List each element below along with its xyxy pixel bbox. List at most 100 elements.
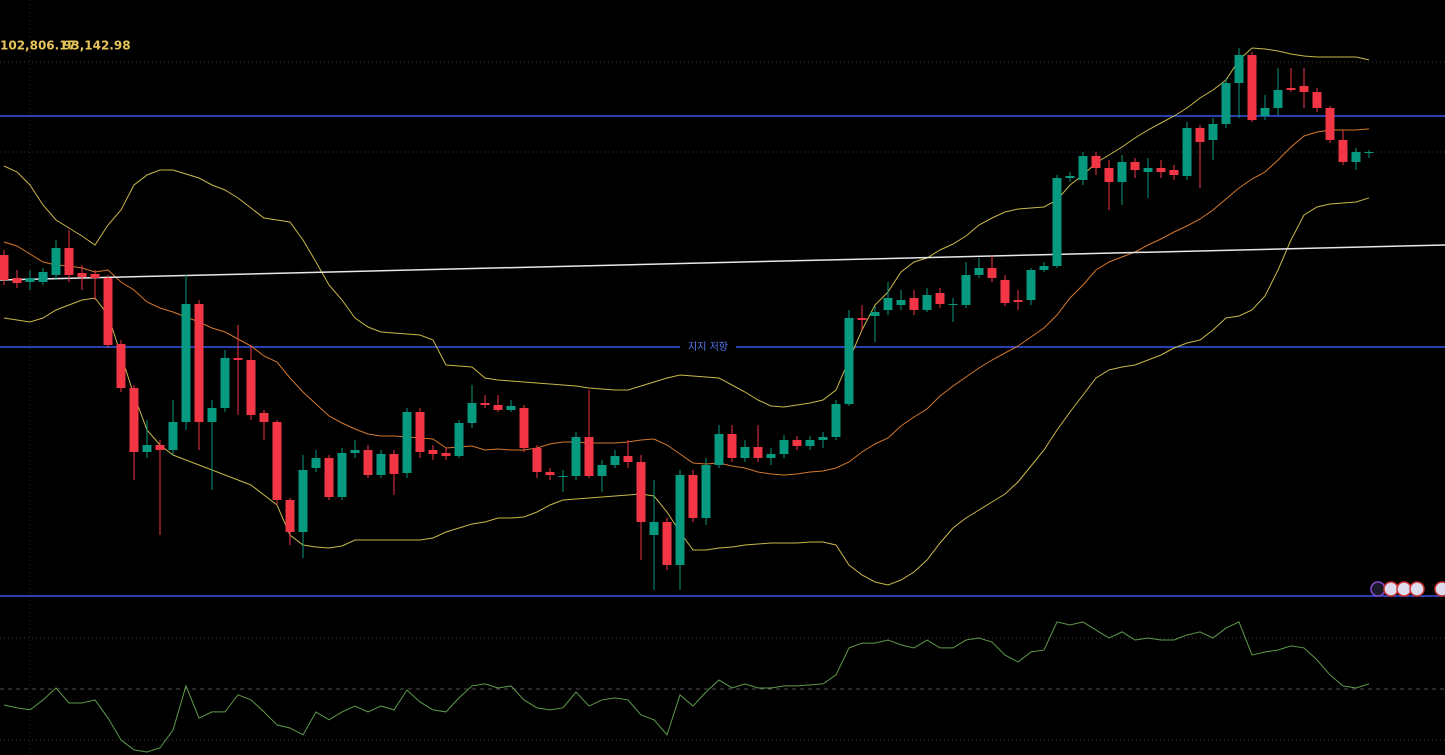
candle-body [1299, 86, 1309, 92]
candle-body [987, 268, 997, 278]
rsi-pane [0, 621, 1445, 753]
candle-body [948, 304, 958, 305]
candle-body [311, 458, 321, 468]
candle-body [25, 278, 35, 282]
candle-body [1065, 176, 1075, 178]
candle-body [727, 434, 737, 458]
trendline [0, 244, 1445, 281]
candle-body [1130, 162, 1140, 170]
candle-body [337, 453, 347, 497]
bb-lower [3, 197, 1370, 586]
candle-body [558, 476, 568, 477]
candle-body [961, 275, 971, 305]
candle-body [480, 403, 490, 405]
candle-body [909, 298, 919, 310]
event-icon[interactable] [1434, 581, 1445, 597]
candle-body [584, 437, 594, 476]
candle-body [1260, 108, 1270, 116]
candle-body [246, 360, 256, 415]
candle-body [12, 278, 22, 283]
candle-body [272, 422, 282, 500]
event-icon[interactable] [1383, 581, 1399, 597]
event-icons [1370, 581, 1445, 597]
candle-body [623, 456, 633, 462]
candle-body [1273, 90, 1283, 108]
event-icon[interactable] [1370, 581, 1386, 597]
candle-body [519, 408, 529, 448]
price-pane: 지지 저항 [0, 47, 1445, 597]
candle-body [831, 404, 841, 437]
candle-body [1325, 108, 1335, 140]
candle-body [298, 470, 308, 532]
legend-upper: 102,806.17 [0, 39, 76, 53]
candle-body [545, 472, 555, 475]
candle-body [662, 522, 672, 565]
candle-body [38, 272, 48, 282]
candle-body [896, 300, 906, 305]
candle-body [415, 412, 425, 452]
candle-body [701, 465, 711, 518]
candle-body [844, 318, 854, 404]
candle-body [792, 440, 802, 446]
candle-body [1247, 55, 1257, 120]
candle-body [1039, 266, 1049, 270]
candle-body [1312, 92, 1322, 108]
candle-body [103, 278, 113, 345]
candle-body [402, 412, 412, 473]
candle-body [753, 447, 763, 458]
candle-body [64, 248, 74, 275]
candle-body [857, 318, 867, 320]
event-icon[interactable] [1396, 581, 1412, 597]
candle-body [129, 388, 139, 452]
candle-body [1208, 124, 1218, 140]
candle-body [740, 447, 750, 458]
bb-upper [3, 47, 1370, 408]
candle-body [51, 248, 61, 275]
candle-body [766, 454, 776, 458]
candle-body [1091, 156, 1101, 168]
legend-lower: 93,142.98 [63, 39, 131, 53]
candle-body [571, 437, 581, 476]
candle-body [194, 304, 204, 422]
candle-body [389, 454, 399, 474]
candle-body [441, 453, 451, 456]
candle-body [77, 273, 87, 277]
candle-body [116, 344, 126, 388]
candle-body [259, 413, 269, 422]
candle-body [597, 465, 607, 476]
candle-body [1000, 280, 1010, 303]
candle-body [142, 445, 152, 452]
candle-body [1156, 168, 1166, 172]
candle-body [454, 423, 464, 456]
candle-body [181, 304, 191, 422]
candle-body [649, 522, 659, 535]
candle-body [1182, 128, 1192, 176]
bb-basis [3, 128, 1370, 476]
candle-body [1221, 83, 1231, 124]
candle-body [168, 422, 178, 450]
event-icon[interactable] [1409, 581, 1425, 597]
candle-body [1338, 140, 1348, 162]
candle-body [428, 450, 438, 454]
candle-body [1364, 152, 1374, 153]
candle-body [1169, 170, 1179, 175]
candle-body [493, 405, 503, 410]
candle-body [818, 437, 828, 440]
candle-body [636, 462, 646, 522]
candle-body [506, 406, 516, 410]
candle-body [688, 475, 698, 518]
candle-body [1104, 168, 1114, 182]
candle-body [1351, 152, 1361, 162]
candle-body [285, 500, 295, 532]
candle-body [922, 295, 932, 310]
candle-body [675, 475, 685, 565]
candle-body [467, 403, 477, 423]
candle-body [714, 434, 724, 465]
level-label: 지지 저항 [688, 341, 728, 353]
candle-body [1286, 88, 1296, 90]
candle-body [1234, 55, 1244, 83]
candle-body [935, 293, 945, 304]
candle-body [805, 440, 815, 446]
